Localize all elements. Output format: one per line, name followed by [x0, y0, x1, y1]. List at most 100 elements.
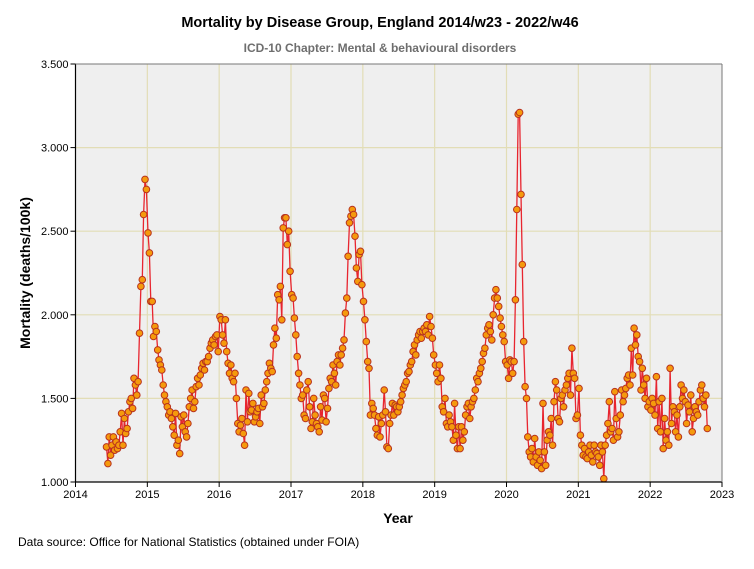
data-point	[278, 316, 286, 324]
data-point	[528, 444, 536, 453]
data-source-note: Data source: Office for National Statist…	[18, 535, 359, 549]
data-point	[688, 428, 697, 436]
data-point	[231, 369, 239, 378]
data-point	[517, 190, 525, 199]
data-point	[485, 321, 493, 329]
data-point	[221, 316, 230, 324]
data-point	[568, 344, 576, 353]
data-point	[519, 337, 528, 346]
data-point	[349, 210, 358, 219]
data-point	[680, 386, 688, 394]
data-point	[633, 331, 641, 339]
data-point	[320, 394, 329, 403]
data-point	[559, 403, 568, 411]
data-point	[656, 428, 665, 436]
data-point	[478, 357, 487, 366]
x-tick-label: 2022	[638, 489, 662, 501]
data-point	[236, 421, 245, 430]
x-tick-label: 2017	[279, 489, 303, 501]
data-point	[256, 419, 264, 428]
data-point	[555, 418, 564, 426]
data-point	[499, 331, 507, 339]
data-point	[210, 341, 218, 349]
chart-subtitle: ICD-10 Chapter: Mental & behavioural dis…	[244, 41, 517, 55]
data-point	[128, 404, 137, 413]
data-point	[271, 324, 279, 333]
data-point	[492, 285, 500, 294]
data-point	[551, 377, 560, 386]
data-point	[293, 352, 302, 361]
data-point	[369, 404, 378, 413]
data-point	[496, 314, 504, 322]
data-point	[380, 386, 389, 394]
data-point	[239, 429, 248, 438]
data-point	[262, 377, 271, 386]
data-point	[674, 433, 683, 441]
data-point	[402, 377, 411, 386]
data-point	[282, 214, 290, 222]
data-point	[628, 371, 637, 379]
data-point	[315, 428, 324, 436]
x-tick-label: 2015	[135, 489, 159, 501]
data-point	[316, 403, 325, 411]
data-point	[515, 108, 524, 117]
data-point	[218, 331, 227, 339]
data-point	[500, 337, 509, 346]
data-point	[152, 327, 161, 336]
data-point	[460, 428, 469, 436]
data-point	[180, 411, 188, 419]
data-point	[240, 441, 249, 450]
data-point	[590, 441, 599, 450]
data-point	[459, 436, 467, 445]
data-point	[477, 364, 485, 373]
data-point	[377, 419, 386, 428]
data-point	[144, 229, 152, 237]
data-point	[425, 312, 434, 321]
data-point	[123, 424, 131, 433]
data-point	[385, 419, 394, 428]
data-point	[685, 408, 694, 416]
data-point	[630, 324, 638, 333]
data-point	[698, 381, 706, 389]
data-point	[647, 406, 655, 414]
x-tick-label: 2021	[566, 489, 590, 501]
data-point	[142, 185, 151, 194]
data-point	[351, 232, 359, 240]
data-point	[497, 322, 506, 331]
data-point	[504, 374, 513, 383]
data-point	[134, 377, 142, 386]
data-point	[470, 394, 478, 403]
data-point	[427, 322, 435, 331]
data-point	[249, 399, 257, 408]
data-point	[619, 397, 627, 406]
data-point	[191, 397, 199, 406]
data-point	[175, 449, 184, 458]
data-point	[365, 364, 373, 373]
data-point	[275, 296, 283, 304]
data-point	[474, 377, 482, 386]
data-point	[372, 424, 380, 433]
data-point	[550, 397, 558, 406]
data-point	[119, 441, 127, 450]
data-point	[184, 419, 192, 428]
data-point	[428, 334, 437, 343]
x-tick-label: 2018	[351, 489, 375, 501]
data-point	[450, 399, 459, 408]
data-point	[167, 414, 176, 423]
data-point	[530, 434, 539, 443]
data-point	[343, 294, 351, 302]
data-point	[576, 431, 585, 440]
data-point	[356, 247, 365, 256]
data-point	[120, 414, 129, 423]
data-point	[682, 419, 691, 428]
x-tick-label: 2016	[207, 489, 231, 501]
data-point	[286, 267, 294, 276]
data-point	[139, 210, 148, 219]
data-point	[159, 381, 167, 389]
data-point	[589, 458, 597, 466]
data-point	[158, 366, 166, 374]
data-point	[663, 428, 672, 436]
data-point	[540, 448, 549, 456]
data-point	[361, 316, 369, 324]
data-point	[594, 453, 603, 461]
